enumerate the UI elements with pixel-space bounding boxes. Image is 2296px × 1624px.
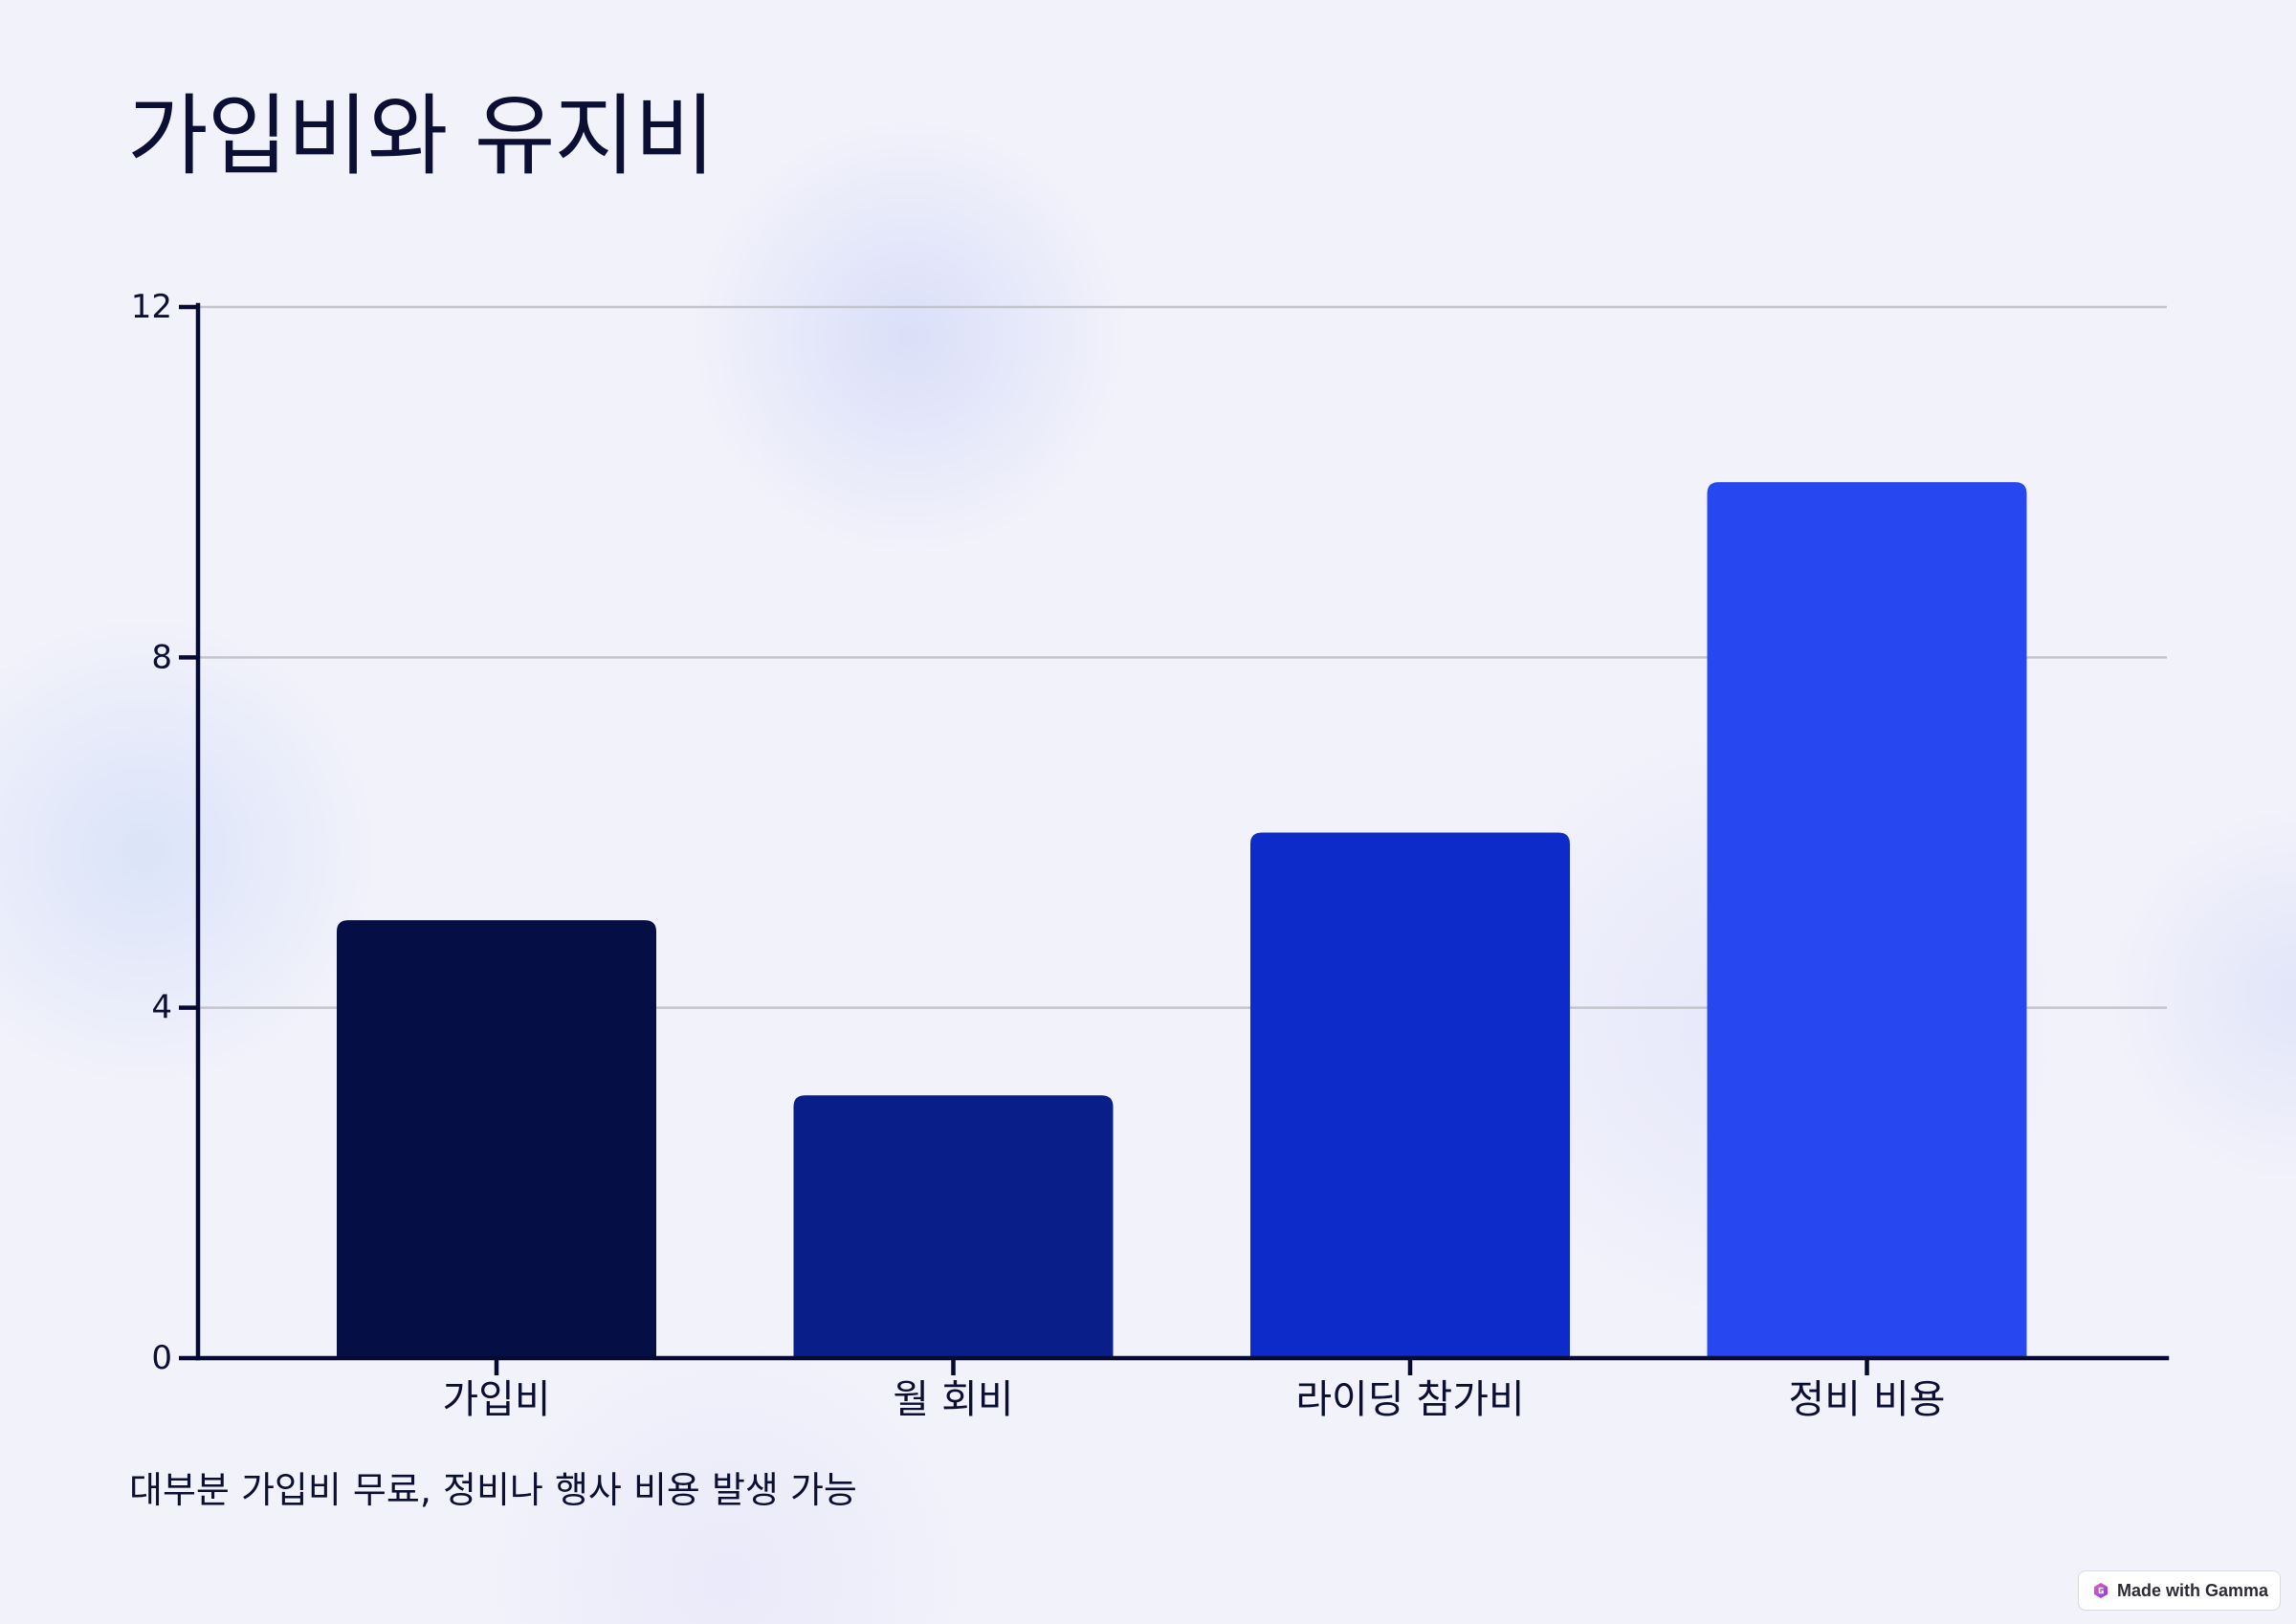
bar-2 [793, 1095, 1114, 1358]
x-tick-label: 정비 비용 [1789, 1376, 1946, 1422]
chart-caption: 대부분 가입비 무료, 정비나 행사 비용 발생 가능 [129, 1469, 857, 1511]
y-tick-label: 4 [151, 989, 172, 1027]
bar-4 [1707, 482, 2027, 1359]
bars [337, 482, 2027, 1359]
made-with-gamma-badge[interactable]: Made with Gamma [2078, 1570, 2281, 1611]
y-tick-label: 12 [131, 288, 172, 326]
y-tick-label: 8 [151, 638, 172, 676]
x-tick-label: 라이딩 참가비 [1295, 1376, 1524, 1422]
badge-label: Made with Gamma [2117, 1580, 2269, 1600]
gamma-logo-icon [2092, 1582, 2109, 1599]
x-tick-label: 가입비 [442, 1376, 550, 1422]
y-tick-label: 0 [151, 1339, 172, 1377]
axes: 0 4 8 12 가입비 월 회비 라이딩 참가비 정비 비용 [131, 288, 2170, 1422]
bar-3 [1250, 832, 1570, 1358]
slide-title: 가입비와 유지비 [127, 85, 716, 187]
x-tick-label: 월 회비 [893, 1376, 1013, 1422]
bar-1 [337, 920, 656, 1358]
